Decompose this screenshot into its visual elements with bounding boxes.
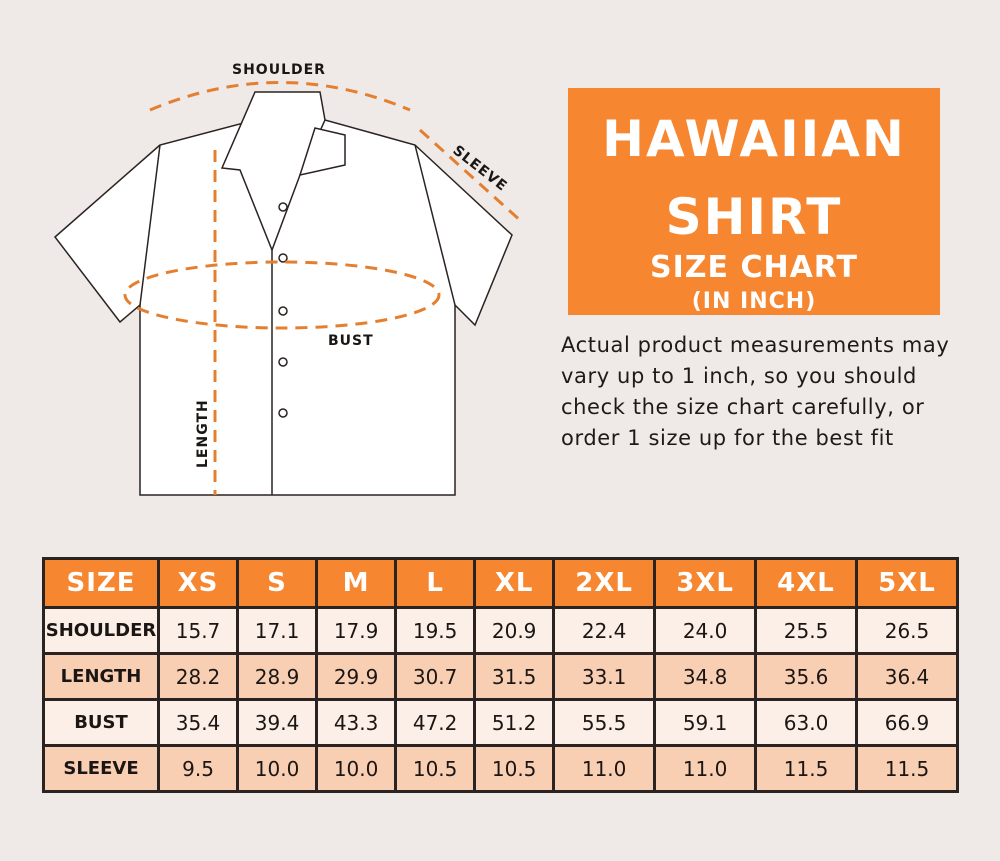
- table-cell: 43.3: [315, 698, 398, 747]
- table-cell: 15.7: [156, 606, 240, 655]
- column-header: M: [315, 557, 398, 609]
- bust-measure-line: [123, 260, 441, 330]
- table-cell: 39.4: [236, 698, 319, 747]
- table-cell: 25.5: [754, 606, 859, 655]
- bust-label: BUST: [328, 333, 374, 349]
- column-header: 2XL: [552, 557, 657, 609]
- column-header: XL: [473, 557, 556, 609]
- table-row: SLEEVE 9.5 10.0 10.0 10.5 10.5 11.0 11.0 11.5 11.…: [42, 744, 959, 793]
- table-cell: 59.1: [653, 698, 758, 747]
- column-header: 3XL: [653, 557, 758, 609]
- table-row: SHOULDER 15.7 17.1 17.9 19.5 20.9 22.4 24.0 25.5…: [42, 606, 959, 655]
- row-label: SLEEVE: [42, 744, 160, 793]
- sleeve-measure-line: [418, 128, 524, 224]
- table-cell: 66.9: [855, 698, 959, 747]
- table-cell: 11.0: [552, 744, 657, 793]
- table-header-row: SIZE XS S M L XL 2XL 3XL 4XL 5XL: [42, 557, 959, 609]
- title-line-4: (IN INCH): [691, 289, 817, 314]
- row-label: SHOULDER: [42, 606, 160, 655]
- table-row: BUST 35.4 39.4 43.3 47.2 51.2 55.5 59.1 63.0 66.9: [42, 698, 959, 747]
- table-cell: 11.5: [754, 744, 859, 793]
- table-cell: 17.9: [315, 606, 398, 655]
- table-cell: 10.0: [236, 744, 319, 793]
- table-cell: 28.9: [236, 652, 319, 701]
- table-cell: 34.8: [653, 652, 758, 701]
- title-line-1: HAWAIIAN: [602, 110, 906, 168]
- table-cell: 29.9: [315, 652, 398, 701]
- table-cell: 20.9: [473, 606, 556, 655]
- table-cell: 63.0: [754, 698, 859, 747]
- table-cell: 26.5: [855, 606, 959, 655]
- table-row: LENGTH 28.2 28.9 29.9 30.7 31.5 33.1 34.8 35.6 36…: [42, 652, 959, 701]
- shirt-diagram: SHOULDER SLEEVE BUST LENGTH: [53, 62, 524, 496]
- column-header: 5XL: [855, 557, 959, 609]
- table-cell: 11.5: [855, 744, 959, 793]
- table-cell: 30.7: [394, 652, 477, 701]
- shoulder-label: SHOULDER: [232, 62, 326, 78]
- length-label: LENGTH: [195, 399, 211, 468]
- title-line-2: SHIRT: [665, 188, 843, 246]
- column-header: L: [394, 557, 477, 609]
- table-cell: 35.6: [754, 652, 859, 701]
- table-cell: 51.2: [473, 698, 556, 747]
- table-cell: 17.1: [236, 606, 319, 655]
- table-cell: 31.5: [473, 652, 556, 701]
- row-label: LENGTH: [42, 652, 160, 701]
- column-header: S: [236, 557, 319, 609]
- table-cell: 55.5: [552, 698, 657, 747]
- column-header: SIZE: [42, 557, 160, 609]
- table-cell: 9.5: [156, 744, 240, 793]
- row-label: BUST: [42, 698, 160, 747]
- table-cell: 10.5: [473, 744, 556, 793]
- shirt-outline: [53, 91, 513, 496]
- column-header: 4XL: [754, 557, 859, 609]
- table-cell: 22.4: [552, 606, 657, 655]
- column-header: XS: [156, 557, 240, 609]
- size-table: SIZE XS S M L XL 2XL 3XL 4XL 5XL SHOULDER 15.7 17.1…: [42, 557, 959, 793]
- table-cell: 19.5: [394, 606, 477, 655]
- table-cell: 35.4: [156, 698, 240, 747]
- table-cell: 10.0: [315, 744, 398, 793]
- measurement-note: Actual product measurements may vary up …: [561, 333, 950, 450]
- title-box: HAWAIIAN SHIRT SIZE CHART (IN INCH): [568, 88, 940, 315]
- table-cell: 36.4: [855, 652, 959, 701]
- table-cell: 24.0: [653, 606, 758, 655]
- title-line-3: SIZE CHART: [649, 250, 859, 285]
- table-cell: 11.0: [653, 744, 758, 793]
- table-cell: 47.2: [394, 698, 477, 747]
- table-cell: 33.1: [552, 652, 657, 701]
- table-cell: 10.5: [394, 744, 477, 793]
- table-cell: 28.2: [156, 652, 240, 701]
